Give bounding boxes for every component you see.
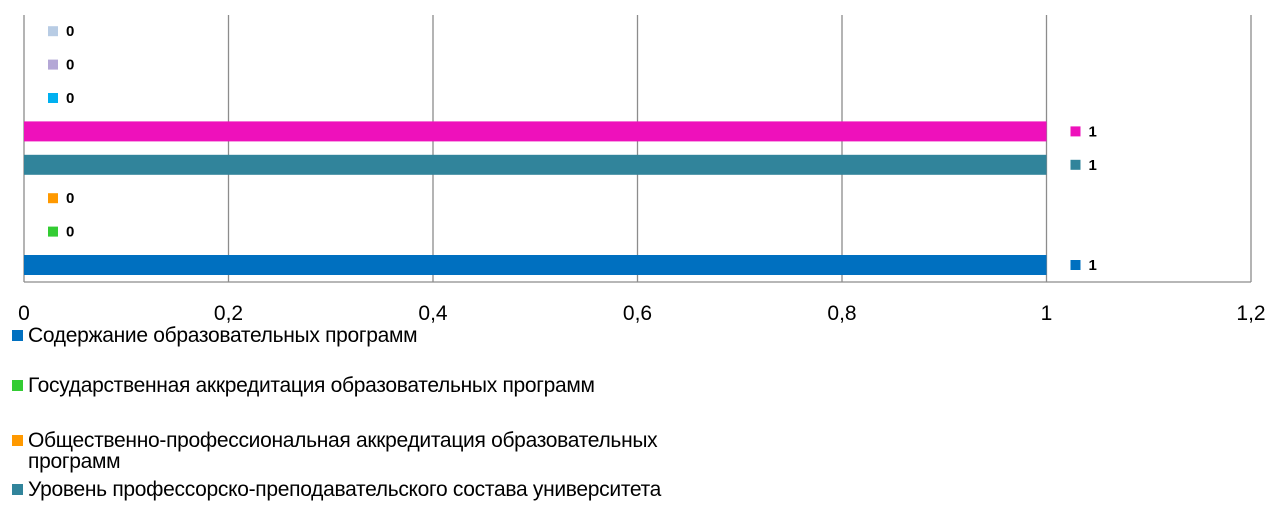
- legend-label: Государственная аккредитация образовател…: [28, 374, 595, 397]
- x-tick-label: 1: [1041, 302, 1053, 325]
- bar: [24, 255, 1047, 275]
- data-label: 0: [66, 90, 74, 107]
- legend-label: Общественно-профессиональная аккредитаци…: [28, 429, 658, 473]
- legend-swatch: [12, 484, 23, 495]
- data-label-swatch: [48, 26, 58, 37]
- data-label: 1: [1089, 157, 1097, 174]
- x-tick-label: 0: [18, 302, 30, 325]
- legend-label: Содержание образовательных программ: [28, 324, 418, 347]
- x-axis-ticks: 0 0,2 0,4 0,6 0,8 1 1,2: [18, 302, 1265, 325]
- data-label-swatch: [48, 93, 58, 103]
- legend-label: Уровень профессорско-преподавательского …: [28, 478, 662, 501]
- data-label: 1: [1089, 123, 1097, 140]
- legend-swatch: [12, 330, 23, 341]
- data-label: 1: [1089, 257, 1097, 274]
- legend-item: Уровень профессорско-преподавательского …: [12, 479, 718, 500]
- x-tick-label: 0,6: [623, 302, 652, 325]
- legend-item: Общественно-профессиональная аккредитаци…: [12, 430, 718, 472]
- data-label-swatch: [1070, 126, 1081, 137]
- x-tick-label: 1,2: [1236, 302, 1265, 325]
- data-label-swatch: [1070, 260, 1081, 270]
- bar-chart: 1 0 0 1 1 0 0 0 0 0,2 0,4 0,6 0,8 1 1,2: [18, 15, 1266, 325]
- legend-item: Государственная аккредитация образовател…: [12, 375, 718, 396]
- data-label: 0: [66, 224, 74, 241]
- x-tick-label: 0,8: [827, 302, 856, 325]
- data-label-swatch: [48, 59, 58, 70]
- legend-swatch: [12, 380, 23, 391]
- bar: [24, 154, 1047, 175]
- data-label-swatch: [1070, 159, 1081, 170]
- data-label: 0: [66, 190, 74, 207]
- x-tick-label: 0,4: [418, 302, 448, 325]
- bar: [24, 121, 1047, 142]
- legend-item: Содержание образовательных программ: [12, 325, 718, 346]
- data-labels: 1 0 0 1 1 0 0 0: [48, 23, 1097, 274]
- bars: [24, 121, 1047, 275]
- data-label: 0: [66, 23, 74, 40]
- data-label-swatch: [48, 226, 58, 237]
- x-tick-label: 0,2: [214, 302, 243, 325]
- data-label-swatch: [48, 193, 58, 204]
- data-label: 0: [66, 57, 74, 74]
- legend-swatch: [12, 435, 23, 446]
- grid-lines: [23, 15, 1252, 283]
